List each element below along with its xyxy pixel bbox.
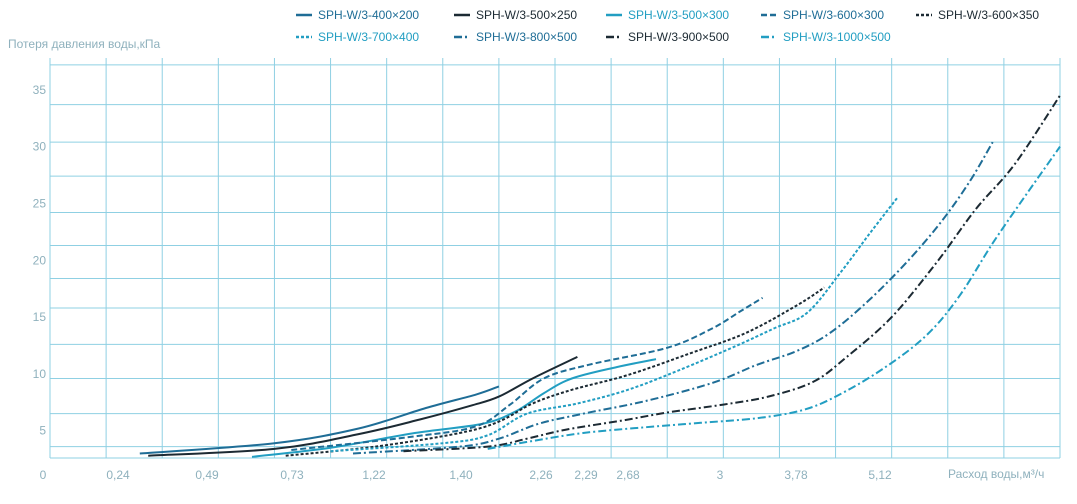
y-tick-label: 35: [33, 83, 47, 97]
legend-swatch: [606, 35, 622, 39]
x-tick-label: 2,26: [529, 468, 553, 482]
legend-item: SPH-W/3-600×300: [761, 8, 884, 22]
series-line: [148, 356, 578, 457]
x-tick-label: 3,78: [784, 468, 808, 482]
legend-swatch: [761, 13, 777, 17]
chart-legend: SPH-W/3-400×200 SPH-W/3-500×250 SPH-W/3-50…: [296, 8, 1076, 50]
legend-item: SPH-W/3-700×400: [296, 30, 419, 44]
series-line: [487, 146, 1061, 450]
x-axis-label: Расход воды,м³/ч: [948, 467, 1045, 481]
chart-grid: [49, 58, 1061, 459]
legend-label: SPH-W/3-500×300: [628, 8, 730, 22]
series-line: [330, 197, 899, 453]
series-line: [251, 358, 657, 458]
y-tick-label: 15: [33, 310, 47, 324]
x-tick-label: 1,22: [362, 468, 386, 482]
x-tick-label: 5,12: [868, 468, 892, 482]
legend-swatch: [296, 35, 312, 39]
y-tick-label: 10: [33, 367, 47, 381]
series-line: [291, 296, 764, 451]
series-line: [139, 385, 500, 455]
legend-label: SPH-W/3-600×300: [783, 8, 885, 22]
legend-item: SPH-W/3-800×500: [454, 30, 577, 44]
y-tick-label: 25: [33, 196, 47, 210]
legend-label: SPH-W/3-700×400: [318, 30, 420, 44]
y-axis-label: Потеря давления воды,кПа: [8, 37, 161, 51]
x-tick-label: 0: [40, 468, 47, 482]
legend-swatch: [454, 35, 470, 39]
series-line: [285, 286, 825, 457]
series-line: [403, 94, 1061, 453]
legend-label: SPH-W/3-500×250: [476, 8, 578, 22]
x-tick-label: 0,73: [280, 468, 304, 482]
legend-item: SPH-W/3-1000×500: [761, 30, 891, 44]
legend-item: SPH-W/3-400×200: [296, 8, 419, 22]
y-axis-ticks: 5 10 15 20 25 30 35: [33, 83, 47, 438]
legend-swatch: [296, 13, 312, 17]
x-tick-label: 0,24: [106, 468, 130, 482]
x-tick-label: 1,40: [449, 468, 473, 482]
x-tick-label: 2,29: [574, 468, 598, 482]
legend-swatch: [761, 35, 777, 39]
legend-item: SPH-W/3-900×500: [606, 30, 729, 44]
x-axis-ticks: 0 0,24 0,49 0,73 1,22 1,40 2,26 2,29 2,68 3 3,78 5,…: [40, 468, 892, 482]
legend-item: SPH-W/3-500×250: [454, 8, 577, 22]
chart-series: [139, 94, 1061, 458]
legend-label: SPH-W/3-900×500: [628, 30, 730, 44]
legend-label: SPH-W/3-600×350: [938, 8, 1040, 22]
legend-label: SPH-W/3-1000×500: [783, 30, 891, 44]
legend-item: SPH-W/3-600×350: [916, 8, 1039, 22]
x-tick-label: 0,49: [195, 468, 219, 482]
legend-swatch: [454, 13, 470, 17]
legend-label: SPH-W/3-800×500: [476, 30, 578, 44]
legend-label: SPH-W/3-400×200: [318, 8, 420, 22]
series-line: [352, 141, 994, 455]
legend-item: SPH-W/3-500×300: [606, 8, 729, 22]
y-tick-label: 5: [39, 424, 46, 438]
legend-swatch: [916, 13, 932, 17]
legend-swatch: [606, 13, 622, 17]
y-tick-label: 20: [33, 253, 47, 267]
x-tick-label: 2,68: [616, 468, 640, 482]
x-tick-label: 3: [717, 468, 724, 482]
y-tick-label: 30: [33, 140, 47, 154]
